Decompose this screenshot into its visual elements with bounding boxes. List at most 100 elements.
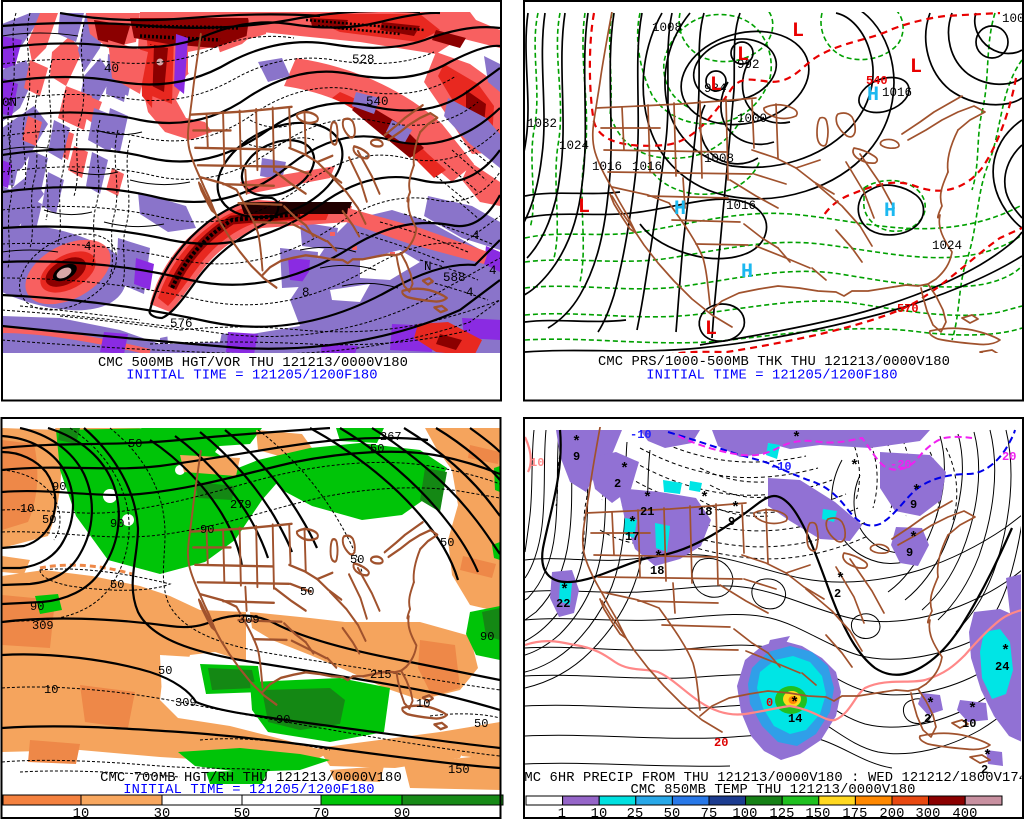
svg-text:14: 14 (788, 712, 802, 726)
svg-text:N: N (424, 260, 432, 274)
svg-text:4: 4 (84, 240, 92, 254)
svg-text:1016: 1016 (592, 160, 622, 174)
svg-text:40: 40 (104, 62, 119, 76)
svg-text:1024: 1024 (932, 239, 962, 253)
svg-text:-10: -10 (630, 428, 652, 442)
svg-text:20: 20 (714, 736, 728, 750)
svg-text:INITIAL TIME = 121205/1200F180: INITIAL TIME = 121205/1200F180 (123, 782, 374, 798)
svg-text:10: 10 (530, 456, 544, 470)
svg-text:*: * (628, 515, 637, 532)
svg-text:588: 588 (443, 271, 466, 285)
svg-text:0N: 0N (2, 96, 17, 110)
svg-text:*: * (1001, 643, 1010, 660)
svg-text:50: 50 (128, 437, 142, 451)
svg-text:100: 100 (1002, 12, 1024, 26)
svg-text:17: 17 (625, 530, 639, 544)
svg-text:*: * (620, 461, 629, 478)
svg-text:CMC 500MB HGT/VOR THU 121213/0: CMC 500MB HGT/VOR THU 121213/0000V180 (98, 355, 408, 371)
svg-text:1016: 1016 (632, 160, 662, 174)
svg-text:100: 100 (732, 807, 757, 819)
svg-text:9: 9 (906, 546, 913, 560)
svg-text:300: 300 (915, 807, 940, 819)
svg-text:1008: 1008 (704, 152, 734, 166)
svg-text:*: * (912, 483, 921, 500)
svg-text:50: 50 (350, 553, 364, 567)
svg-text:570: 570 (897, 302, 919, 316)
svg-text:90: 90 (200, 523, 214, 537)
svg-text:50: 50 (474, 717, 488, 731)
svg-text:1024: 1024 (559, 139, 589, 153)
svg-text:H: H (884, 200, 896, 223)
svg-text:1016: 1016 (882, 86, 912, 100)
svg-text:H: H (867, 84, 879, 107)
svg-text:1032: 1032 (527, 117, 557, 131)
svg-text:75: 75 (701, 807, 718, 819)
svg-text:2: 2 (614, 477, 621, 491)
svg-text:9: 9 (573, 450, 580, 464)
svg-text:267: 267 (380, 430, 402, 444)
svg-text:*: * (792, 430, 801, 447)
svg-text:L: L (910, 56, 922, 79)
svg-text:309: 309 (32, 619, 54, 633)
svg-text:200: 200 (879, 807, 904, 819)
svg-text:4: 4 (489, 264, 497, 278)
svg-text:528: 528 (352, 53, 375, 67)
svg-text:50: 50 (234, 807, 251, 819)
svg-text:90: 90 (110, 517, 124, 531)
svg-text:70: 70 (313, 807, 330, 819)
svg-text:2: 2 (981, 763, 988, 777)
svg-text:1000: 1000 (737, 112, 767, 126)
svg-text:992: 992 (737, 58, 760, 72)
svg-text:*: * (731, 500, 740, 517)
svg-text:21: 21 (640, 505, 654, 519)
svg-text:309: 309 (238, 613, 260, 627)
svg-text:H: H (741, 261, 753, 284)
svg-text:0: 0 (766, 696, 773, 710)
svg-text:9: 9 (728, 515, 735, 529)
svg-text:150: 150 (448, 763, 470, 777)
svg-text:90: 90 (30, 600, 44, 614)
svg-text:INITIAL TIME = 121205/1200F180: INITIAL TIME = 121205/1200F180 (126, 368, 377, 384)
svg-text:*: * (836, 571, 845, 588)
svg-text:L: L (578, 196, 590, 219)
svg-text:*: * (968, 701, 977, 718)
svg-text:50: 50 (110, 578, 124, 592)
svg-text:540: 540 (366, 95, 389, 109)
svg-text:INITIAL TIME = 121205/1200F180: INITIAL TIME = 121205/1200F180 (646, 368, 897, 384)
svg-text:24: 24 (995, 660, 1009, 674)
svg-text:50: 50 (300, 585, 314, 599)
svg-text:4: 4 (466, 286, 474, 300)
svg-text:50: 50 (440, 536, 454, 550)
svg-text:CMC 6HR PRECIP FROM THU 121213: CMC 6HR PRECIP FROM THU 121213/0000V180 … (516, 770, 1024, 786)
svg-text:18: 18 (698, 505, 712, 519)
svg-text:*: * (909, 530, 918, 547)
svg-text:2: 2 (924, 712, 931, 726)
svg-text:10: 10 (962, 717, 976, 731)
svg-text:8: 8 (302, 286, 310, 300)
svg-text:25: 25 (627, 807, 644, 819)
svg-text:984: 984 (704, 82, 727, 96)
svg-text:*: * (926, 696, 935, 713)
svg-text:1008: 1008 (652, 21, 682, 35)
svg-text:*: * (560, 582, 569, 599)
svg-text:50: 50 (664, 807, 681, 819)
svg-text:1: 1 (558, 807, 566, 819)
svg-text:50: 50 (370, 442, 384, 456)
svg-text:540: 540 (866, 74, 888, 88)
svg-text:L: L (705, 318, 717, 341)
svg-text:*: * (790, 695, 799, 712)
svg-text:1016: 1016 (726, 199, 756, 213)
svg-text:576: 576 (170, 317, 193, 331)
svg-text:10: 10 (73, 807, 90, 819)
svg-text:309: 309 (175, 696, 197, 710)
svg-text:-10: -10 (770, 460, 792, 474)
svg-text:400: 400 (952, 807, 977, 819)
svg-text:*: * (643, 490, 652, 507)
svg-text:90: 90 (52, 480, 66, 494)
svg-text:4: 4 (472, 229, 480, 243)
svg-text:L: L (792, 20, 804, 43)
svg-text:CMC PRS/1000-500MB THK THU 121: CMC PRS/1000-500MB THK THU 121213/0000V1… (598, 354, 950, 370)
svg-text:CMC 850MB TEMP THU 121213/0000: CMC 850MB TEMP THU 121213/0000V180 (631, 782, 916, 798)
svg-text:18: 18 (650, 564, 664, 578)
svg-text:CMC 700MB HGT/RH THU 121213/00: CMC 700MB HGT/RH THU 121213/0000V180 (100, 770, 402, 786)
